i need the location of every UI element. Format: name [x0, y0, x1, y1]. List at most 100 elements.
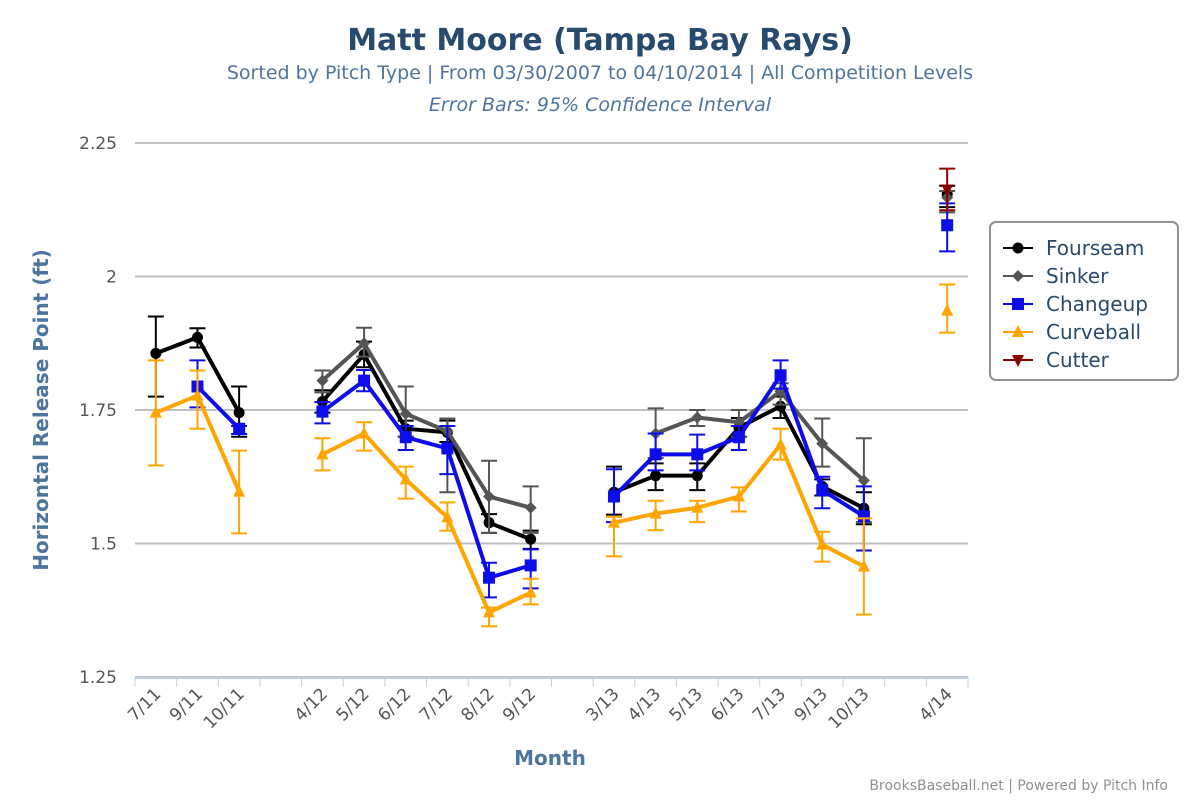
- series-line: [321, 431, 532, 615]
- data-point: [816, 437, 829, 450]
- data-point: [233, 422, 246, 435]
- data-point: [191, 388, 204, 401]
- data-point: [483, 605, 496, 618]
- data-point: [358, 374, 371, 387]
- x-axis-title: Month: [514, 746, 586, 770]
- series-curveball: [147, 283, 956, 628]
- x-tick-label: 4/14: [916, 684, 957, 725]
- y-tick-label: 1.25: [79, 668, 117, 688]
- data-point: [650, 470, 662, 482]
- series-line: [321, 378, 532, 580]
- legend-item-cutter: Cutter: [1003, 348, 1110, 372]
- y-tick-label: 1.5: [90, 535, 117, 555]
- x-tick-label: 10/11: [200, 684, 249, 733]
- data-point: [316, 447, 329, 460]
- x-tick-label: 4/13: [624, 684, 665, 725]
- data-point: [774, 437, 787, 450]
- series-line: [321, 341, 532, 510]
- data-point: [691, 470, 703, 482]
- series-fourseam: [147, 184, 956, 550]
- data-point: [816, 537, 829, 550]
- legend-box: [989, 221, 1179, 381]
- data-point: [732, 489, 745, 502]
- error-bar-note: Error Bars: 95% Confidence Interval: [429, 94, 772, 116]
- legend-marker: [1012, 270, 1024, 282]
- data-point: [774, 369, 787, 382]
- data-point: [358, 337, 371, 350]
- legend-label: Cutter: [1046, 348, 1110, 372]
- data-point: [691, 448, 704, 461]
- legend-marker: [1012, 298, 1024, 310]
- data-point: [441, 510, 454, 523]
- legend-marker: [1012, 325, 1024, 337]
- legend: Fourseam Sinker Changeup Curveball Cutter: [989, 221, 1179, 381]
- legend-label: Changeup: [1046, 292, 1148, 316]
- legend-item-sinker: Sinker: [1003, 264, 1109, 288]
- data-point: [857, 474, 870, 487]
- x-tick-label: 6/12: [374, 684, 415, 725]
- x-tick-label: 7/13: [749, 684, 790, 725]
- series-line: [320, 352, 532, 542]
- chart-subtitle: Sorted by Pitch Type | From 03/30/2007 t…: [227, 62, 973, 84]
- x-tick-label: 4/12: [291, 684, 332, 725]
- data-point: [399, 472, 412, 485]
- y-tick-label: 1.75: [79, 401, 117, 421]
- x-tick-label: 8/12: [457, 684, 498, 725]
- legend-item-fourseam: Fourseam: [1003, 236, 1144, 260]
- x-tick-label: 10/13: [825, 684, 874, 733]
- x-tick-label: 5/13: [666, 684, 707, 725]
- x-tick-label: 3/13: [582, 684, 623, 725]
- data-point: [316, 374, 329, 387]
- data-point: [691, 500, 704, 513]
- legend-item-changeup: Changeup: [1003, 292, 1148, 316]
- data-point: [941, 303, 954, 316]
- data-point: [649, 506, 662, 519]
- data-point: [483, 490, 496, 503]
- plot-area: [147, 167, 956, 628]
- data-point: [233, 407, 245, 419]
- credit-text: BrooksBaseball.net | Powered by Pitch In…: [869, 778, 1168, 794]
- data-point: [941, 219, 954, 232]
- legend-label: Sinker: [1046, 264, 1109, 288]
- data-point: [191, 331, 203, 343]
- data-point: [483, 571, 496, 584]
- gridlines: [135, 142, 968, 678]
- data-point: [732, 431, 745, 444]
- y-tick-label: 2.25: [79, 134, 117, 154]
- legend-label: Fourseam: [1046, 236, 1144, 260]
- data-point: [149, 405, 162, 418]
- data-point: [524, 559, 537, 572]
- x-tick-label: 5/12: [332, 684, 373, 725]
- data-point: [524, 585, 537, 598]
- y-axis: 1.25 1.5 1.75 2 2.25: [79, 134, 117, 688]
- series-line: [196, 385, 241, 431]
- data-point: [607, 490, 620, 503]
- series-changeup: [189, 202, 956, 599]
- x-tick-label: 6/13: [707, 684, 748, 725]
- data-point: [607, 515, 620, 528]
- data-point: [649, 448, 662, 461]
- data-point: [358, 426, 371, 439]
- chart-title: Matt Moore (Tampa Bay Rays): [347, 23, 853, 58]
- y-axis-title: Horizontal Release Point (ft): [29, 249, 53, 571]
- data-point: [441, 442, 454, 455]
- data-point: [524, 501, 537, 514]
- data-point: [941, 184, 954, 197]
- data-point: [316, 405, 329, 418]
- legend-label: Curveball: [1046, 320, 1141, 344]
- legend-marker: [1012, 355, 1024, 367]
- data-point: [691, 411, 704, 424]
- legend-item-curveball: Curveball: [1003, 320, 1141, 344]
- data-point: [816, 484, 829, 497]
- data-point: [775, 400, 787, 412]
- x-tick-label: 7/11: [124, 684, 165, 725]
- series-cutter: [939, 167, 956, 212]
- data-point: [525, 533, 537, 545]
- data-point: [150, 347, 162, 359]
- y-tick-label: 2: [106, 268, 117, 288]
- x-tick-label: 7/12: [416, 684, 457, 725]
- legend-marker: [1012, 242, 1024, 254]
- data-point: [233, 484, 246, 497]
